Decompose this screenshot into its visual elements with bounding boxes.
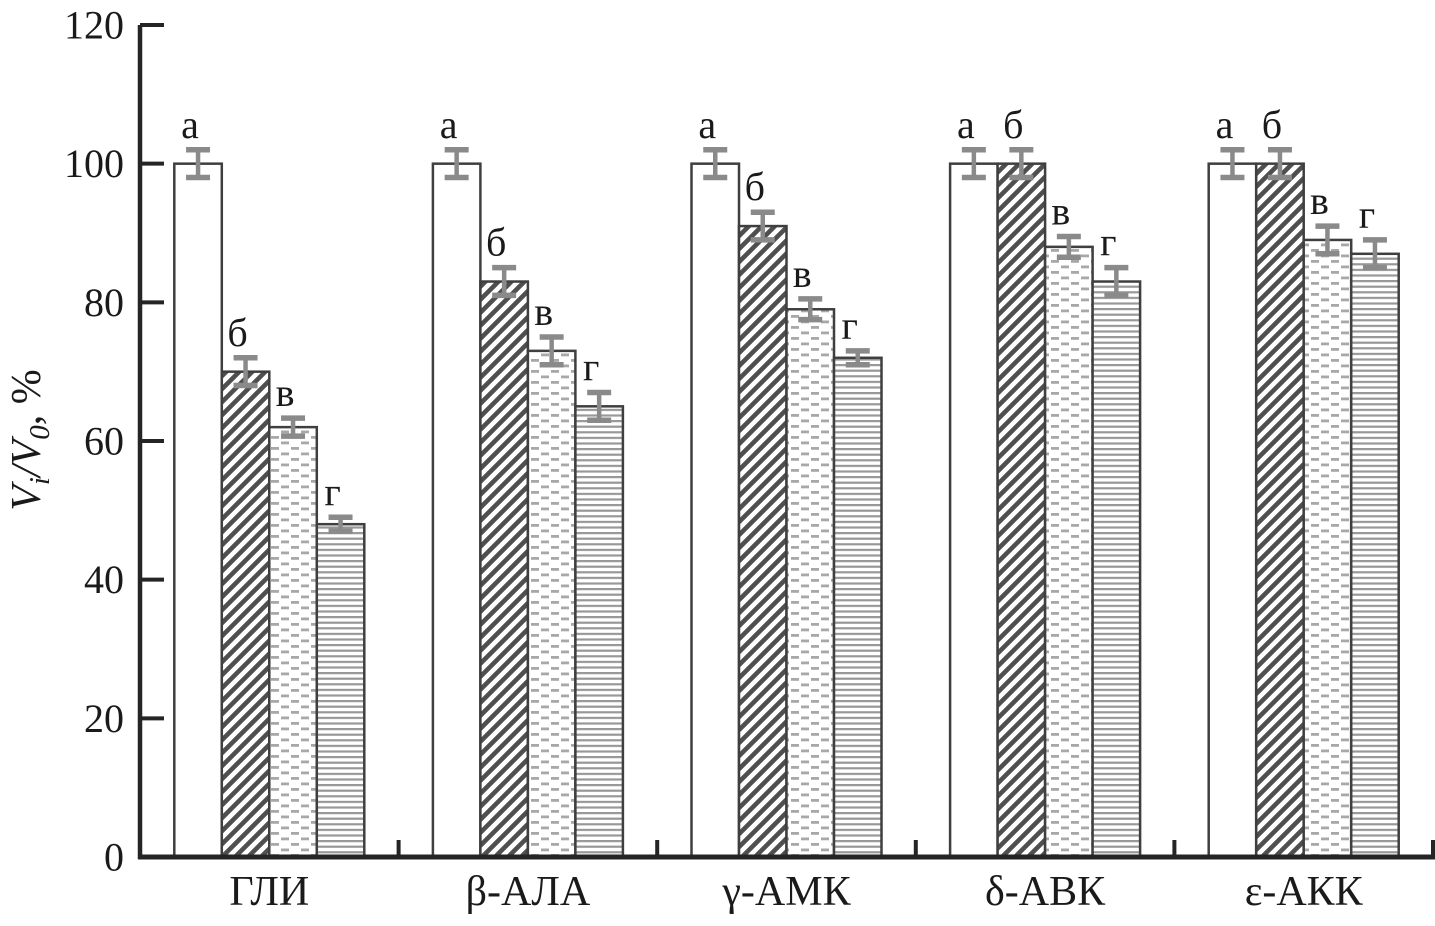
bar-letter-label: в [793,251,812,296]
x-category-label: ε-АКК [1245,869,1364,915]
bar-letter-label: б [1262,102,1282,147]
error-bar-ГЛИ-в [281,415,306,439]
error-bar-β-АЛА-а [444,147,469,181]
bar-letter-label: г [324,469,340,514]
error-bar-δ-АВК-а [961,147,986,181]
bar-letter-label: г [1359,192,1375,237]
bar-β-АЛА-в [526,349,577,859]
error-bar-ГЛИ-а [186,147,211,181]
error-bar-γ-АМК-б [750,209,775,243]
bar-γ-АМК-б [737,224,788,859]
error-bar-ε-АКК-г [1362,237,1387,271]
bar-δ-АВК-в [1043,245,1094,859]
bar-ГЛИ-б [220,370,271,859]
y-tick-label: 60 [84,419,124,464]
error-bar-β-АЛА-в [539,334,564,368]
bar-letter-label: а [698,102,716,147]
bar-ε-АКК-г [1349,252,1400,859]
bar-letter-label: а [957,102,975,147]
error-bar-δ-АВК-б [1009,147,1034,181]
error-bar-γ-АМК-а [703,147,728,181]
bar-β-АЛА-а [431,162,482,859]
y-tick-label: 120 [64,3,124,48]
bar-letter-label: а [181,102,199,147]
x-category-label: β-АЛА [466,869,591,915]
bar-δ-АВК-б [996,162,1047,859]
bar-letter-label: а [440,102,458,147]
bar-δ-АВК-а [948,162,999,859]
bar-letter-label: в [276,370,295,415]
bar-letter-label: г [842,303,858,348]
y-tick-label: 100 [64,141,124,186]
error-bar-ГЛИ-б [233,355,258,389]
bar-letter-label: б [486,220,506,265]
bar-letter-label: б [1003,102,1023,147]
error-bar-ε-АКК-б [1267,147,1292,181]
bar-β-АЛА-г [574,405,625,859]
error-bar-γ-АМК-в [798,296,823,323]
bar-ГЛИ-а [173,162,224,859]
bar-ε-АКК-б [1254,162,1305,859]
error-bar-ε-АКК-в [1315,223,1340,257]
error-bar-ε-АКК-а [1220,147,1245,181]
error-bar-δ-АВК-в [1056,233,1081,261]
error-bar-β-АЛА-г [587,389,612,423]
bar-letter-label: в [534,289,553,334]
bar-letter-label: г [583,344,599,389]
bar-letter-label: в [1310,178,1329,223]
bar-γ-АМК-а [690,162,741,859]
bar-γ-АМК-г [832,356,883,859]
error-bar-ГЛИ-г [328,514,353,534]
bar-β-АЛА-б [479,280,530,859]
bar-γ-АМК-в [785,308,836,859]
bar-δ-АВК-г [1091,280,1142,859]
bar-letter-label: в [1051,188,1070,233]
y-tick-label: 80 [84,280,124,325]
x-category-label: γ-АМК [721,869,851,915]
bar-ГЛИ-в [268,425,319,859]
x-category-label: ГЛИ [229,869,309,915]
error-bar-β-АЛА-б [492,264,517,299]
bar-ГЛИ-г [315,522,366,859]
bar-letter-label: г [1100,220,1116,265]
error-bar-δ-АВК-г [1104,264,1129,299]
y-tick-label: 20 [84,696,124,741]
bar-ε-АКК-в [1302,238,1353,859]
bar-letter-label: б [745,164,765,209]
y-tick-label: 40 [84,557,124,602]
x-category-label: δ-АВК [985,869,1106,915]
y-axis-label: Vi/V0, % [4,369,56,511]
error-bar-γ-АМК-г [845,348,870,368]
y-tick-label: 0 [104,835,124,880]
bar-letter-label: б [227,310,247,355]
bar-ε-АКК-а [1207,162,1258,859]
bar-letter-label: а [1216,102,1234,147]
